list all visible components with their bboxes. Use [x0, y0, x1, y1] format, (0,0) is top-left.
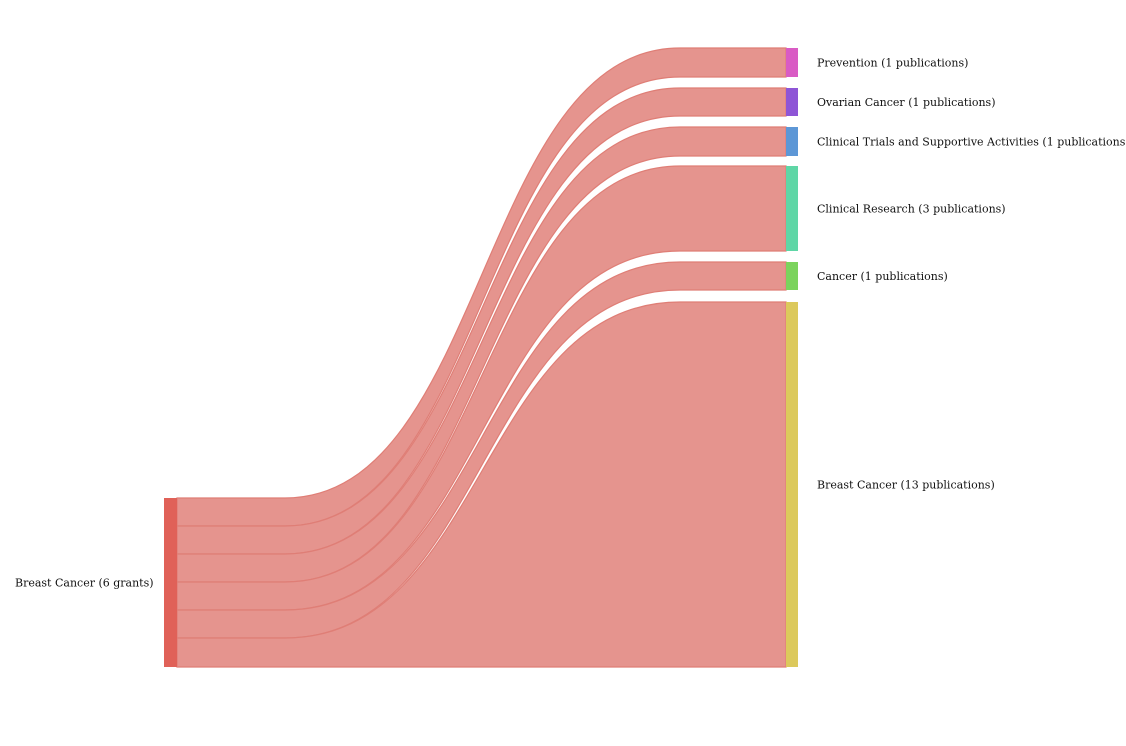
flows-group: [176, 47, 787, 668]
nodes-group: [164, 48, 798, 667]
target-node-cancer: [786, 262, 798, 290]
source-node-breast-cancer-grants: [164, 498, 177, 667]
source-node-label: Breast Cancer (6 grants): [15, 577, 154, 590]
target-node-ovarian-cancer: [786, 88, 798, 116]
target-label-cancer: Cancer (1 publications): [817, 270, 948, 283]
target-label-breast-cancer: Breast Cancer (13 publications): [817, 479, 995, 492]
target-label-prevention: Prevention (1 publications): [817, 57, 968, 70]
target-label-clinical-trials-and-supportive-activities: Clinical Trials and Supportive Activitie…: [817, 136, 1126, 149]
target-label-clinical-research: Clinical Research (3 publications): [817, 203, 1006, 216]
target-node-clinical-trials-and-supportive-activities: [786, 127, 798, 156]
target-label-ovarian-cancer: Ovarian Cancer (1 publications): [817, 96, 995, 109]
flow-breast-cancer: [176, 301, 787, 668]
target-node-clinical-research: [786, 166, 798, 251]
target-node-prevention: [786, 48, 798, 77]
labels-group: Breast Cancer (6 grants) Prevention (1 p…: [15, 57, 1126, 590]
target-node-breast-cancer: [786, 302, 798, 667]
